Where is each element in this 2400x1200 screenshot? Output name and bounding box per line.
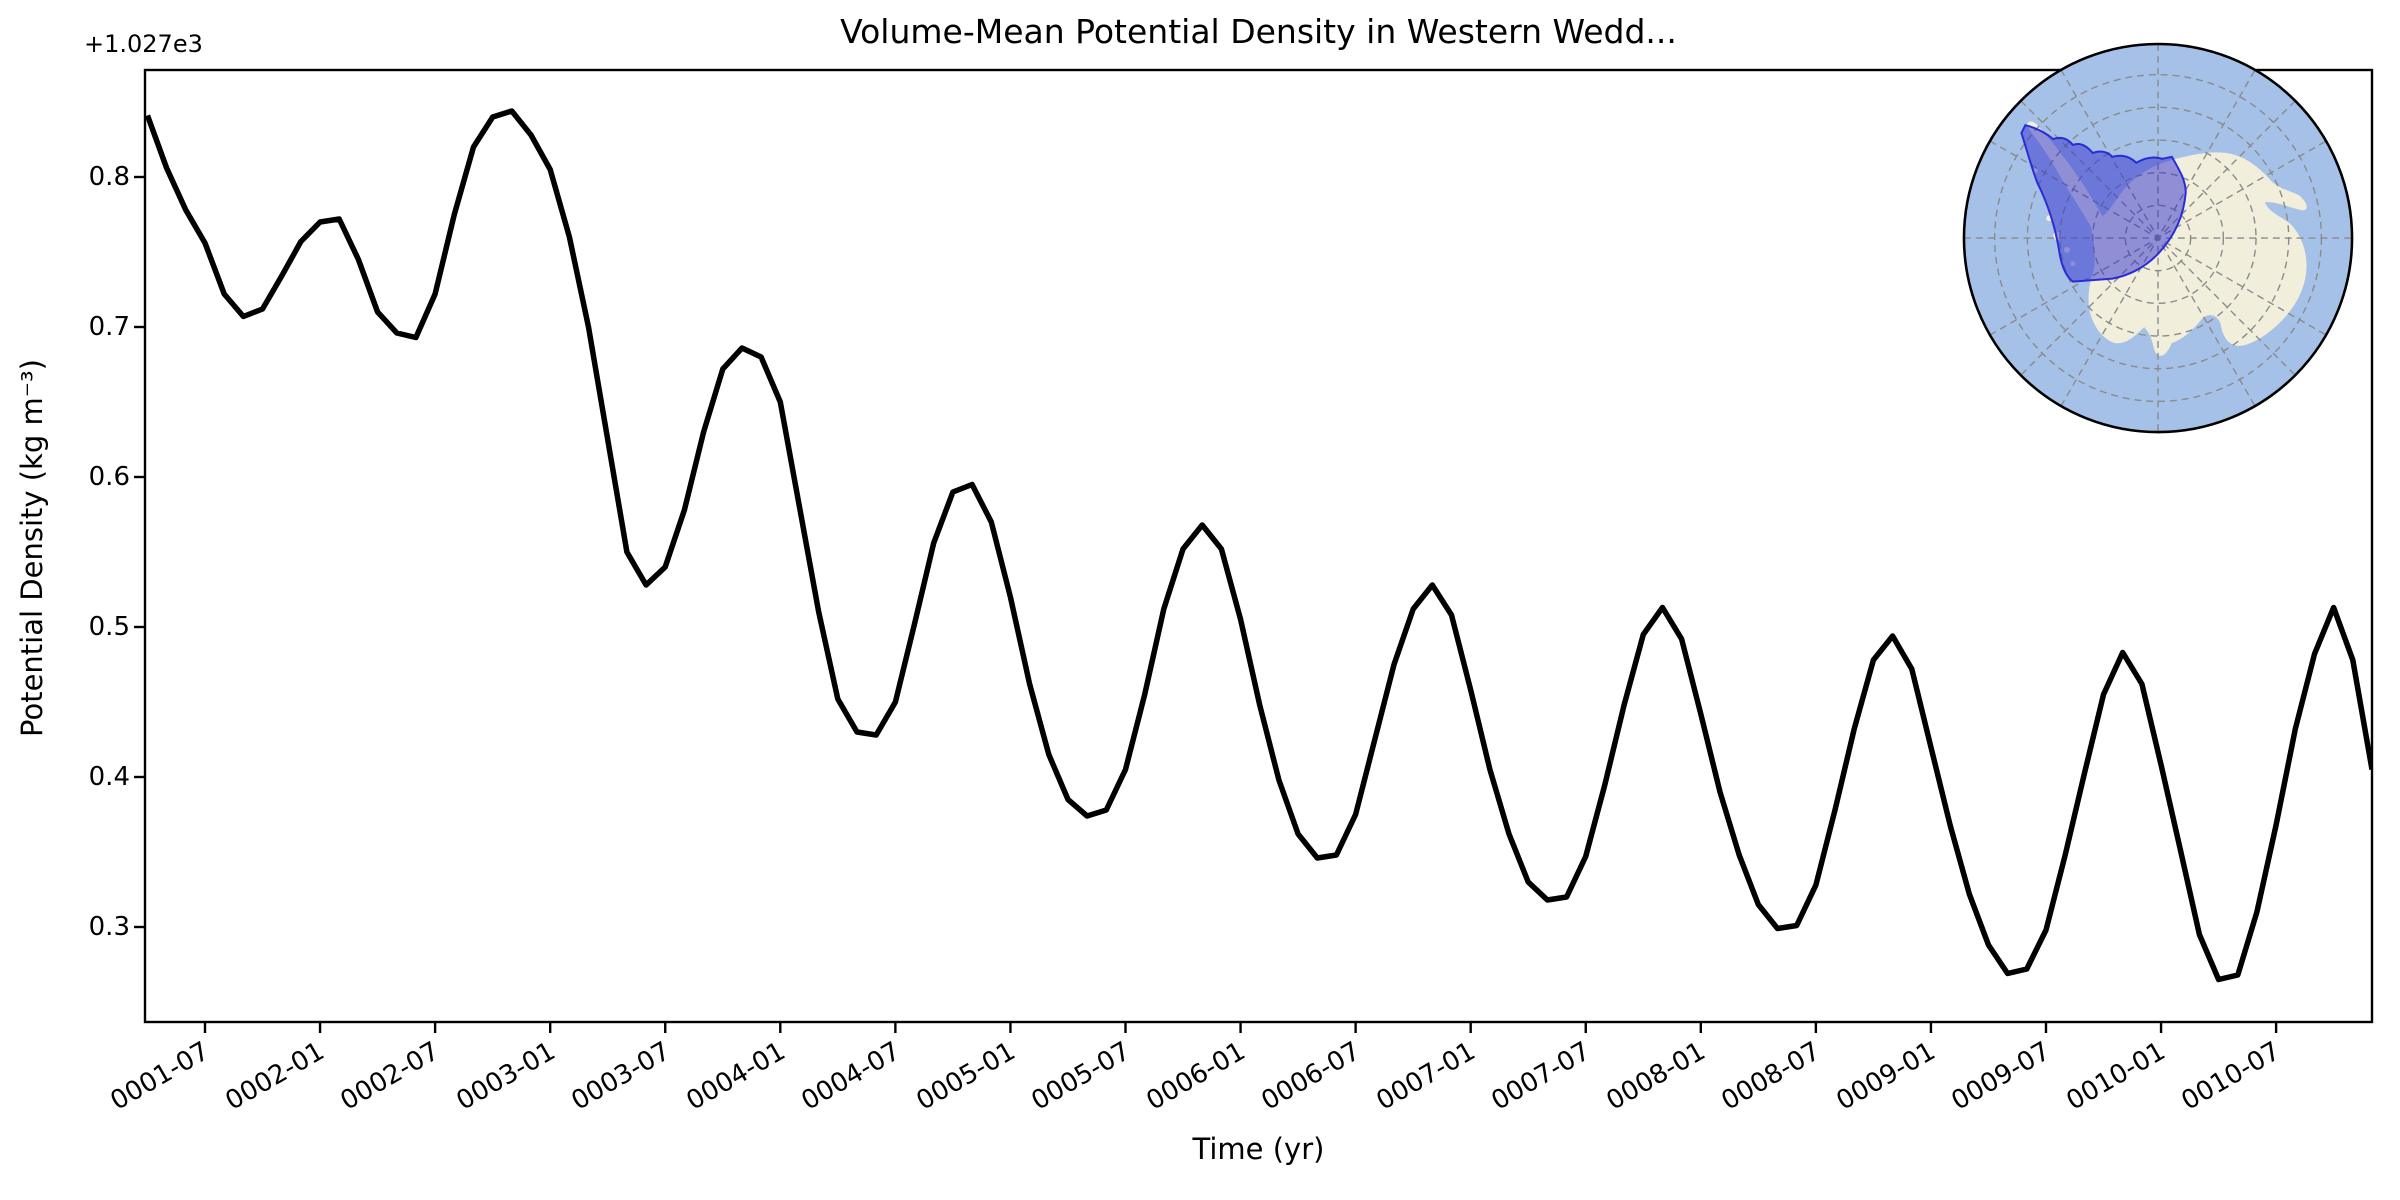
y-tick-label: 0.6 <box>88 462 130 492</box>
tick-marks <box>134 175 2278 1033</box>
study-region-polygon <box>2020 124 2187 283</box>
chart-title: Volume-Mean Potential Density in Western… <box>840 12 1677 51</box>
y-tick-label: 0.8 <box>88 162 130 192</box>
x-axis-label: Time (yr) <box>1192 1132 1325 1166</box>
y-axis-offset-text: +1.027e3 <box>84 30 203 58</box>
potential-density-line <box>145 108 2372 983</box>
y-axis-label: Potential Density (kg m⁻³) <box>15 359 49 737</box>
y-tick-label: 0.5 <box>88 612 130 642</box>
y-tick-label: 0.4 <box>88 762 130 792</box>
y-tick-label: 0.3 <box>88 912 130 942</box>
y-tick-label: 0.7 <box>88 312 130 342</box>
inset-map <box>1962 42 2354 434</box>
map-border <box>1962 42 2354 434</box>
axes-spines <box>143 68 2374 1024</box>
